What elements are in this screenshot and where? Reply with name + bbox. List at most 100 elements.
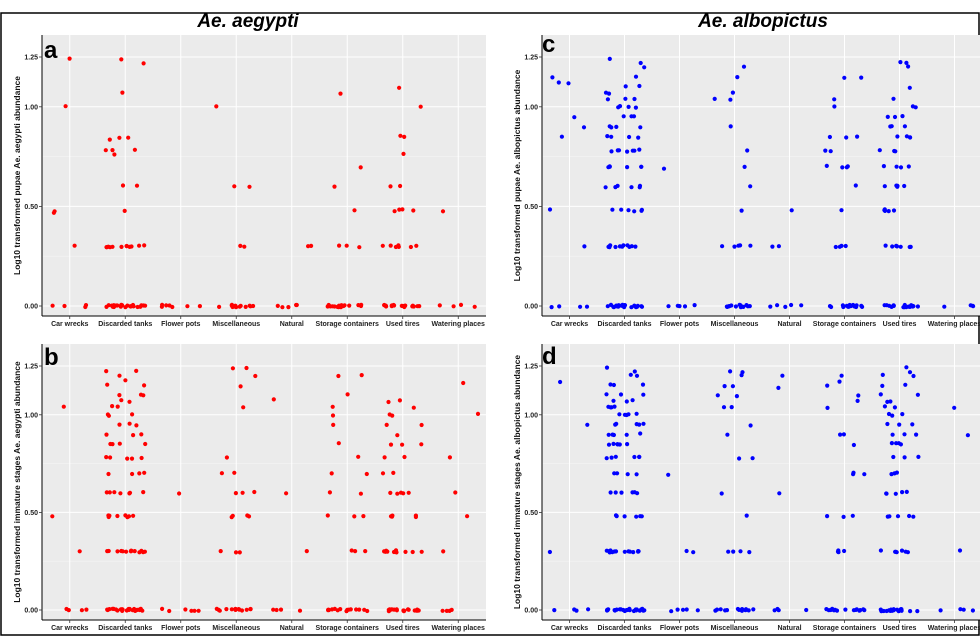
data-point (115, 513, 120, 519)
data-point (233, 550, 239, 555)
data-point (271, 607, 276, 612)
panel-d-scatter: 0.00 0.50 1.00 1.25 Car wrecks Discarded tank… (512, 343, 980, 632)
data-point (619, 207, 624, 212)
data-point (386, 399, 391, 405)
data-point (789, 208, 794, 213)
data-point (882, 184, 887, 189)
data-point (127, 421, 132, 426)
data-point (961, 607, 966, 612)
data-point (397, 207, 402, 212)
data-point (238, 384, 243, 389)
data-point (684, 548, 689, 554)
data-point (160, 606, 165, 612)
data-point (66, 608, 71, 613)
data-point (84, 607, 89, 612)
data-point (389, 514, 395, 519)
data-point (882, 208, 887, 213)
data-point (139, 455, 144, 461)
data-point (612, 404, 617, 409)
data-point (358, 491, 363, 496)
data-point (838, 432, 843, 437)
data-point (395, 491, 400, 496)
data-point (115, 404, 120, 409)
data-point (789, 302, 794, 308)
header-aegypti: Ae. aegypti (196, 11, 299, 32)
data-point (843, 243, 848, 249)
data-point (894, 244, 900, 249)
x-tick-label: Miscellaneous (711, 321, 759, 328)
data-point (739, 208, 744, 213)
data-point (617, 412, 622, 417)
data-point (640, 382, 646, 387)
data-point (833, 244, 838, 250)
data-point (880, 372, 885, 377)
data-point (112, 152, 117, 157)
y-tick-label: 0.50 (24, 204, 38, 211)
data-point (911, 373, 916, 379)
data-point (830, 606, 835, 611)
data-point (336, 441, 341, 446)
data-point (406, 607, 411, 612)
data-point (417, 304, 422, 309)
data-point (244, 365, 249, 371)
data-point (349, 548, 354, 553)
data-point (142, 383, 147, 388)
data-point (625, 149, 630, 154)
data-point (413, 514, 418, 520)
data-point (137, 471, 142, 476)
x-tick-label: Storage containers (316, 321, 380, 328)
data-point (141, 490, 146, 495)
data-point (138, 304, 143, 309)
data-point (915, 392, 921, 397)
data-point (748, 243, 753, 248)
data-point (197, 304, 202, 309)
data-point (441, 549, 446, 554)
x-tick-label: Natural (777, 321, 801, 328)
data-point (127, 244, 132, 249)
data-point (110, 404, 115, 409)
data-point (358, 165, 363, 170)
data-point (827, 134, 833, 140)
data-point (143, 441, 148, 447)
y-tick-label: 1.00 (24, 412, 38, 419)
data-point (891, 96, 896, 101)
data-point (120, 90, 125, 95)
data-point (889, 441, 895, 446)
data-point (126, 606, 131, 612)
data-point (904, 365, 909, 370)
data-point (877, 148, 882, 153)
data-point (105, 412, 110, 417)
data-point (900, 412, 905, 417)
data-point (609, 125, 614, 130)
data-point (309, 243, 314, 248)
x-tick-label: Flower pots (161, 321, 200, 328)
x-tick-label: Miscellaneous (212, 625, 260, 632)
data-point (825, 514, 830, 519)
data-point (731, 549, 736, 554)
data-point (910, 304, 915, 309)
data-point (557, 304, 562, 309)
data-point (740, 370, 745, 375)
data-point (624, 432, 629, 437)
data-point (135, 607, 140, 612)
data-point (728, 369, 733, 374)
data-point (72, 243, 77, 248)
data-point (626, 208, 631, 213)
data-point (396, 243, 401, 248)
data-point (895, 134, 900, 139)
data-point (330, 404, 335, 409)
data-point (345, 392, 350, 397)
panel-letter: d (542, 343, 557, 370)
data-point (112, 490, 117, 495)
data-point (722, 384, 727, 389)
data-point (638, 60, 643, 66)
y-axis-label: Log10 transformed pupae Ae. aegypti abun… (12, 76, 22, 275)
panel-c-scatter: 0.00 0.50 1.00 1.25 Car wrecks Discarded tank… (512, 31, 980, 328)
data-point (416, 608, 421, 613)
data-point (734, 394, 740, 399)
data-point (776, 608, 781, 613)
data-point (721, 405, 727, 410)
data-point (897, 422, 902, 427)
data-point (353, 549, 358, 554)
data-point (118, 607, 123, 612)
